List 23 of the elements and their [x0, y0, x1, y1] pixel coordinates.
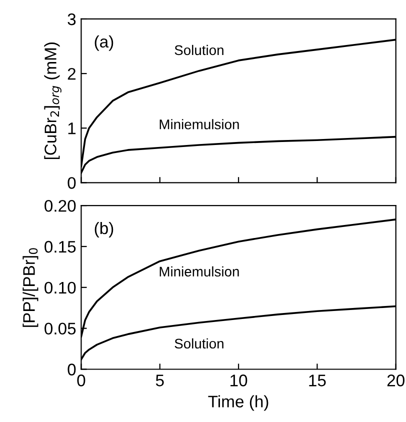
series-label: Solution	[174, 338, 224, 349]
y-tick-label: 0.10	[44, 282, 76, 294]
y-tick-label: 2	[68, 68, 76, 80]
y-tick-label: 1	[68, 122, 76, 134]
annotation: (a)	[94, 35, 114, 51]
x-axis-title: Time (h)	[208, 395, 268, 411]
x-tick-label: 15	[309, 374, 326, 386]
y-tick-label: 0.20	[44, 200, 76, 212]
x-tick-label: 5	[156, 374, 164, 386]
y-axis-title: [CuBr$_{2}$]$_{org}$ (mM)	[44, 42, 62, 160]
x-tick-label: 0	[77, 374, 86, 386]
series-label: Miniemulsion	[160, 266, 239, 277]
y-tick-label: 3	[68, 13, 76, 26]
x-tick-label: 20	[387, 374, 404, 386]
y-tick-label: 0	[68, 177, 76, 189]
y-tick-label: 0.05	[44, 322, 76, 335]
series-label: Solution	[174, 44, 224, 56]
x-tick-label: 10	[230, 374, 248, 386]
y-axis-title: [PP]/[PBr]$_{0}$	[22, 248, 38, 327]
y-tick-label: 0	[68, 364, 76, 376]
annotation: (b)	[94, 222, 114, 238]
series-label: Miniemulsion	[160, 119, 239, 130]
y-tick-label: 0.15	[44, 240, 76, 253]
